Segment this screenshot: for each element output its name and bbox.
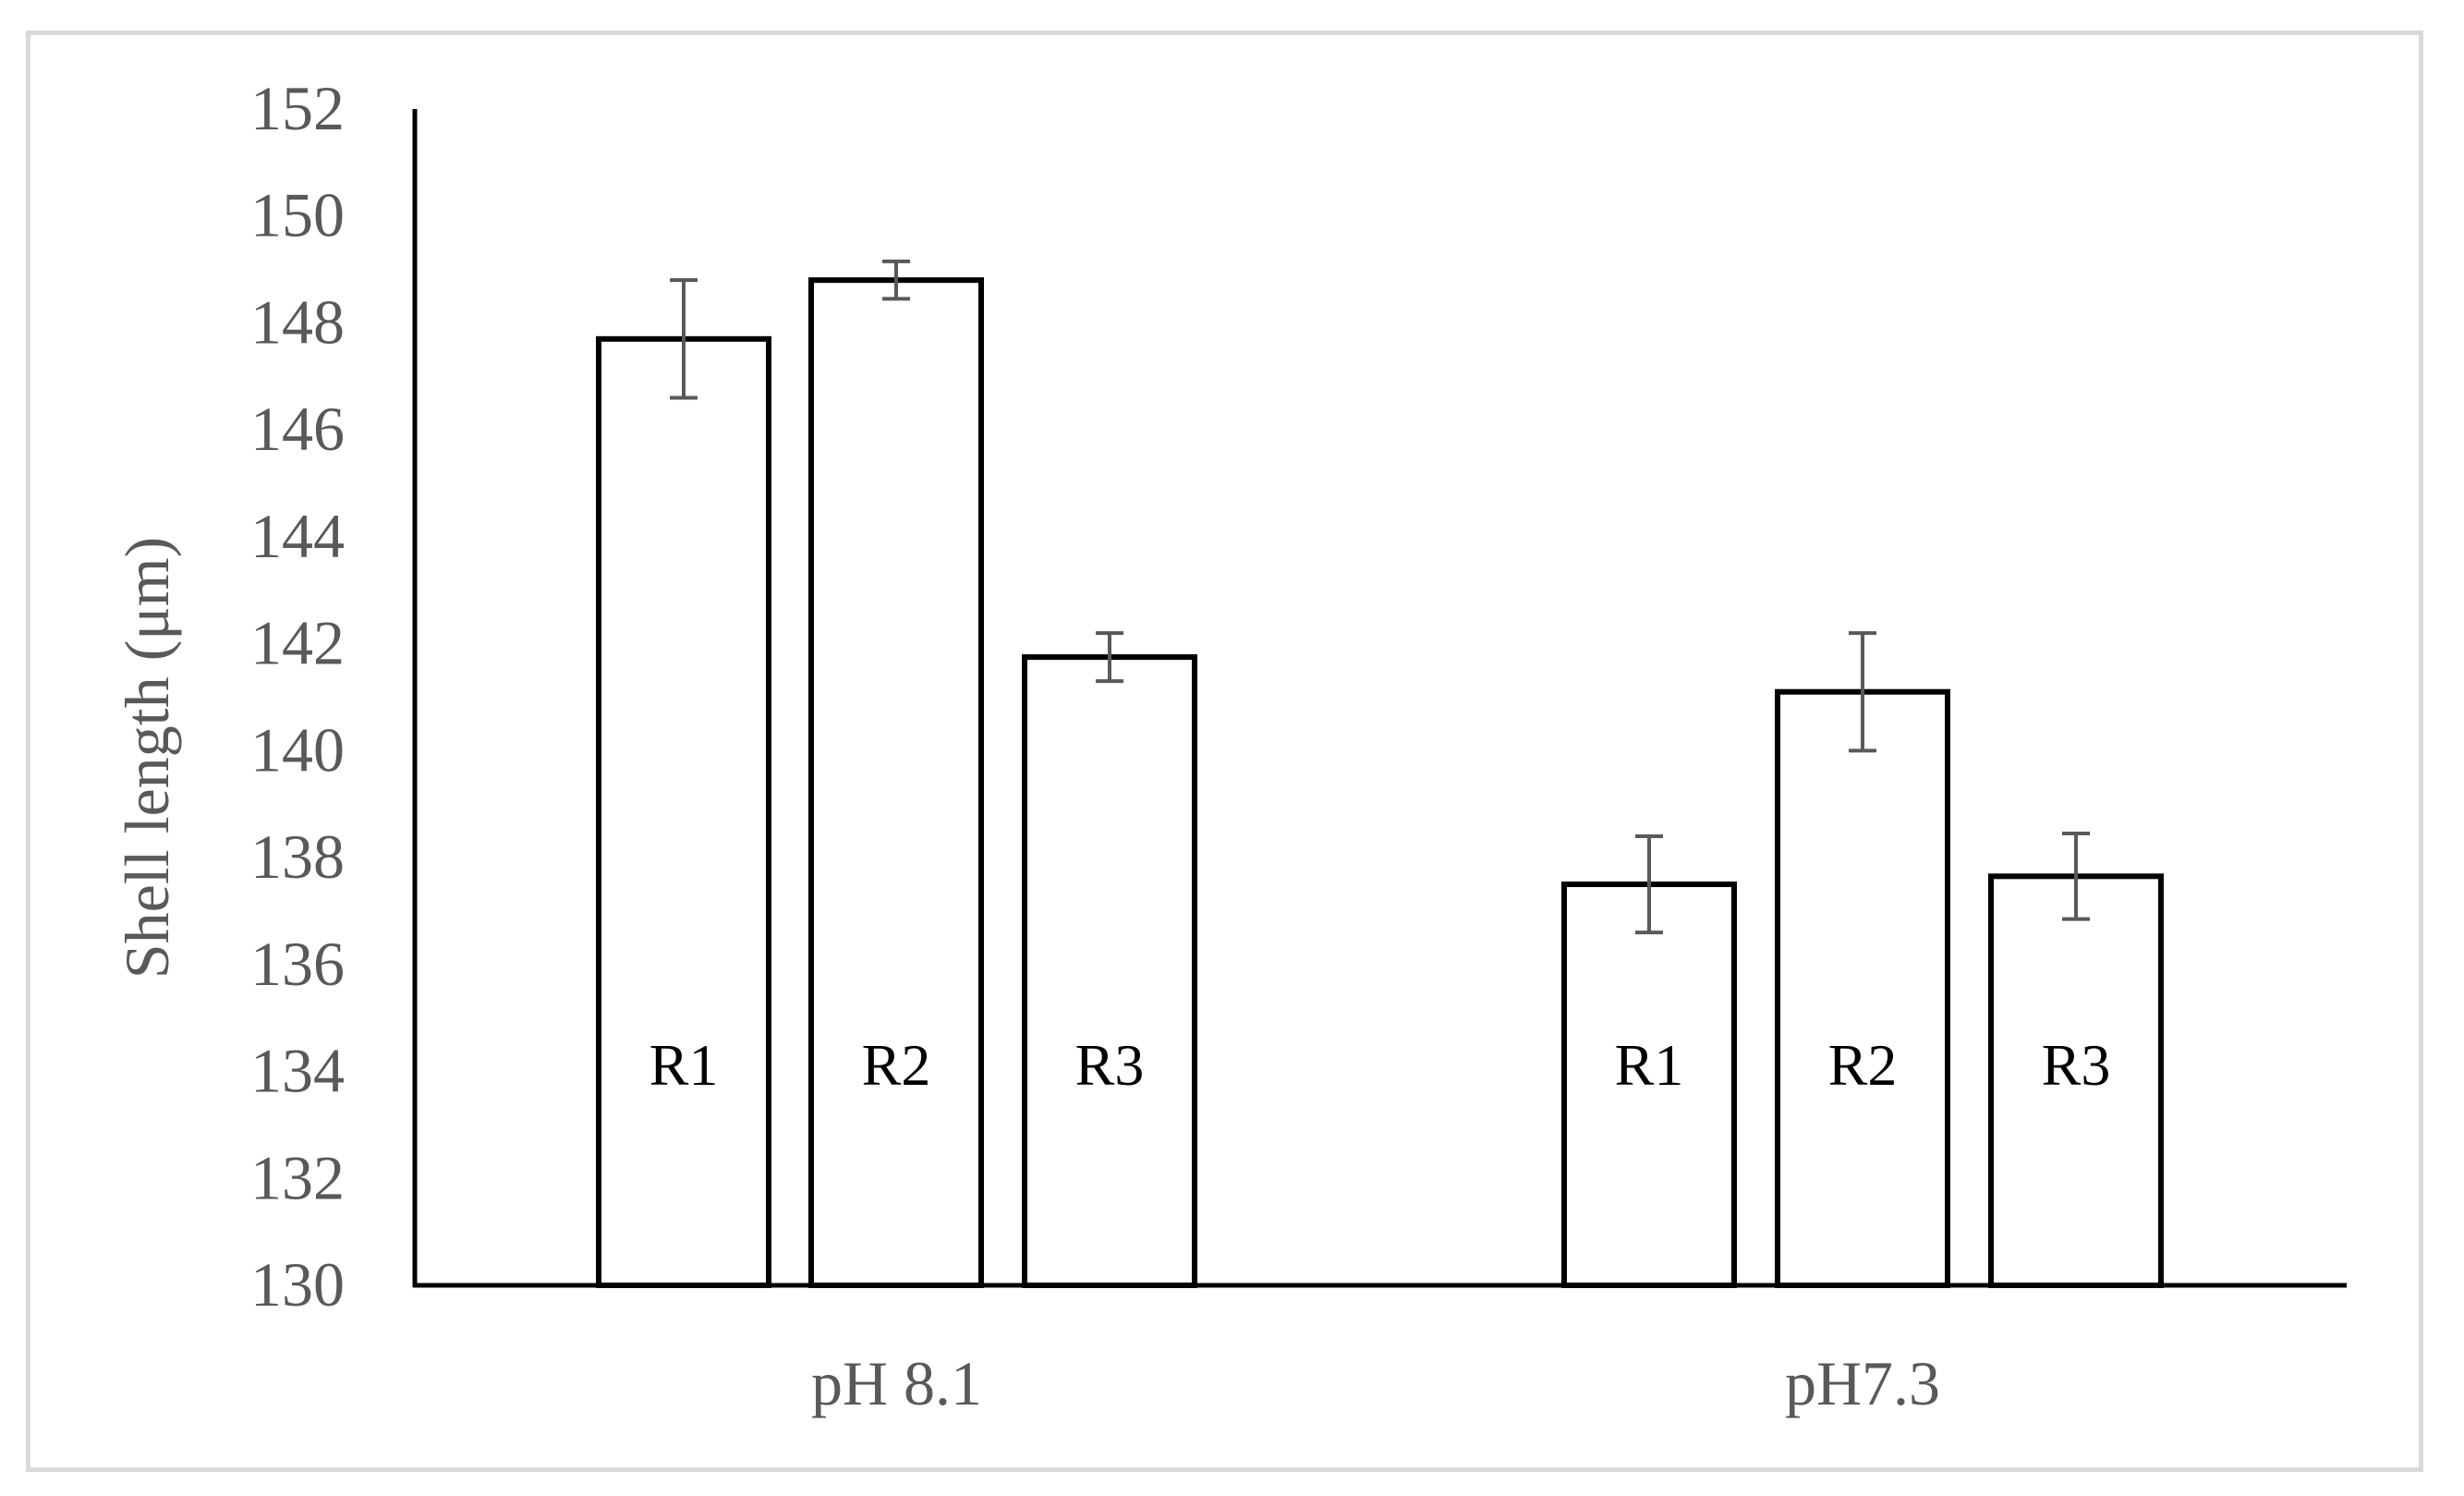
x-category-label: pH 8.1 (811, 1348, 982, 1418)
bar: R2 (1775, 631, 1950, 1288)
y-tick-label: 146 (250, 394, 345, 464)
error-bar (1096, 631, 1123, 684)
error-bar (1635, 833, 1663, 935)
bar-label: R1 (649, 1032, 719, 1098)
x-category-label: pH7.3 (1785, 1348, 1940, 1418)
y-tick-label: 136 (250, 929, 345, 999)
bars: R1 R2 R3 R1 R2 R3 (596, 259, 2164, 1289)
y-tick-label: 134 (250, 1036, 345, 1106)
error-bar (882, 259, 910, 301)
bar-rect (1022, 654, 1197, 1288)
y-axis-tick-labels: 130 132 134 136 138 140 142 144 146 148 150 152 (250, 73, 345, 1320)
y-tick-label: 148 (250, 286, 345, 357)
y-axis-title: Shell length (μm) (112, 537, 182, 979)
y-tick-label: 130 (250, 1249, 345, 1320)
bar: R1 (1561, 833, 1737, 1288)
bar: R3 (1022, 631, 1197, 1288)
bar-rect (596, 335, 771, 1289)
bar-group: R1 R2 R3 (1561, 631, 2164, 1289)
bar: R2 (808, 259, 984, 1288)
bar-label: R3 (1075, 1032, 1145, 1098)
error-bar (2062, 832, 2090, 921)
y-tick-label: 142 (250, 608, 345, 678)
bar-label: R1 (1615, 1032, 1684, 1098)
bar-label: R2 (862, 1032, 931, 1098)
bar-rect (1775, 688, 1950, 1288)
error-bar (670, 278, 698, 400)
error-bar (1849, 631, 1876, 753)
y-tick-label: 150 (250, 180, 345, 250)
bar: R3 (1988, 832, 2164, 1289)
y-tick-label: 152 (250, 73, 345, 143)
bar-rect (1561, 882, 1737, 1288)
bar-label: R2 (1828, 1032, 1898, 1098)
y-tick-label: 138 (250, 821, 345, 892)
bar: R1 (596, 278, 771, 1289)
bar-rect (808, 277, 984, 1288)
y-tick-label: 132 (250, 1142, 345, 1212)
bar-label: R3 (2042, 1032, 2111, 1098)
x-axis-category-labels: pH 8.1 pH7.3 (811, 1348, 1940, 1418)
y-tick-label: 140 (250, 714, 345, 784)
bar-group: R1 R2 R3 (596, 259, 1197, 1289)
y-tick-label: 144 (250, 501, 345, 571)
chart-frame (26, 30, 2423, 1472)
